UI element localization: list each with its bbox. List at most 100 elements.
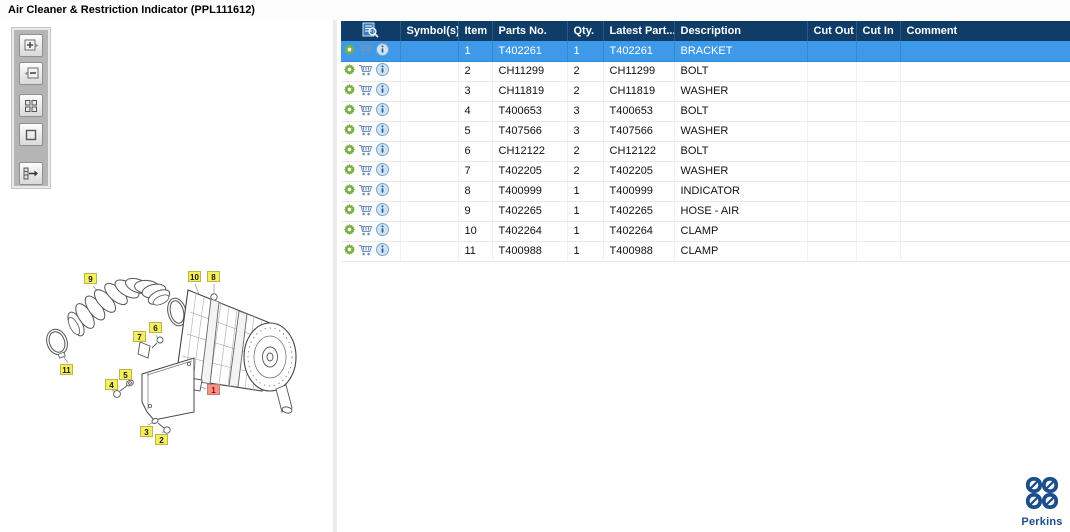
gear-icon[interactable] [344, 124, 355, 138]
info-icon[interactable] [376, 63, 389, 79]
cell-description: HOSE - AIR [674, 201, 808, 222]
info-icon[interactable] [376, 123, 389, 139]
cell-description: BOLT [674, 101, 808, 122]
actual-size-button[interactable] [19, 123, 43, 146]
column-header-find[interactable] [341, 21, 401, 41]
perkins-logo: Perkins [1018, 476, 1066, 528]
callout-7[interactable]: 7 [133, 331, 146, 342]
callout-2[interactable]: 2 [155, 434, 168, 445]
column-header-cut-in[interactable]: Cut In [856, 21, 901, 41]
gear-icon[interactable] [344, 244, 355, 258]
info-icon[interactable] [376, 143, 389, 159]
cart-icon[interactable] [358, 124, 373, 139]
info-icon[interactable] [376, 203, 389, 219]
pane-splitter[interactable] [333, 20, 337, 532]
gear-icon[interactable] [344, 204, 355, 218]
cell-qty: 2 [567, 61, 604, 82]
table-row[interactable]: 7 T402205 2 T402205 WASHER [341, 161, 1070, 182]
cell-cut_in [856, 101, 901, 122]
cell-description: BOLT [674, 61, 808, 82]
table-row[interactable]: 4 T400653 3 T400653 BOLT [341, 101, 1070, 122]
cart-icon[interactable] [358, 244, 373, 259]
zoom-in-button[interactable] [19, 34, 43, 57]
title-bar: Air Cleaner & Restriction Indicator (PPL… [0, 0, 1070, 20]
info-icon[interactable] [376, 243, 389, 259]
column-header-latest-part[interactable]: Latest Part... [603, 21, 675, 41]
info-icon[interactable] [376, 42, 389, 59]
perkins-wordmark: Perkins [1021, 516, 1063, 528]
cell-symbols [400, 221, 459, 242]
table-row[interactable]: 9 T402265 1 T402265 HOSE - AIR [341, 201, 1070, 222]
table-row[interactable]: 11 T400988 1 T400988 CLAMP [341, 241, 1070, 262]
cell-comment [900, 141, 1070, 162]
cart-icon[interactable] [358, 204, 373, 219]
cell-qty: 3 [567, 101, 604, 122]
column-header-item[interactable]: Item [458, 21, 493, 41]
gear-icon[interactable] [344, 84, 355, 98]
callout-9[interactable]: 9 [84, 273, 97, 284]
info-icon[interactable] [376, 103, 389, 119]
column-header-qty[interactable]: Qty. [567, 21, 604, 41]
diagram-toolbar [12, 28, 50, 188]
column-header-cut-out[interactable]: Cut Out [807, 21, 857, 41]
cart-icon[interactable] [358, 84, 373, 99]
cell-qty: 1 [567, 181, 604, 202]
callout-5[interactable]: 5 [119, 369, 132, 380]
cell-item: 1 [458, 41, 493, 62]
cell-item: 8 [458, 181, 493, 202]
cell-cut_in [856, 81, 901, 102]
gear-icon[interactable] [344, 43, 355, 58]
column-header-comment[interactable]: Comment [900, 21, 1070, 41]
info-icon[interactable] [376, 223, 389, 239]
callout-11[interactable]: 11 [60, 364, 73, 375]
callout-10[interactable]: 10 [188, 271, 201, 282]
cell-qty: 1 [567, 41, 604, 62]
cell-comment [900, 41, 1070, 62]
table-row[interactable]: 3 CH11819 2 CH11819 WASHER [341, 81, 1070, 102]
fit-view-button[interactable] [19, 94, 43, 117]
table-row[interactable]: 5 T407566 3 T407566 WASHER [341, 121, 1070, 142]
callout-6[interactable]: 6 [149, 322, 162, 333]
cart-icon[interactable] [358, 224, 373, 239]
column-header-description[interactable]: Description [674, 21, 808, 41]
cell-qty: 2 [567, 81, 604, 102]
find-parts-icon [362, 22, 379, 41]
square-icon [25, 129, 37, 140]
gear-icon[interactable] [344, 64, 355, 78]
zoom-out-button[interactable] [19, 62, 43, 85]
table-row[interactable]: 10 T402264 1 T402264 CLAMP [341, 221, 1070, 242]
cell-qty: 2 [567, 141, 604, 162]
cart-icon[interactable] [358, 164, 373, 179]
table-row[interactable]: 1 T402261 1 T402261 BRACKET [341, 41, 1070, 62]
gear-icon[interactable] [344, 224, 355, 238]
info-icon[interactable] [376, 83, 389, 99]
cart-icon[interactable] [358, 104, 373, 119]
cell-comment [900, 61, 1070, 82]
info-icon[interactable] [376, 163, 389, 179]
gear-icon[interactable] [344, 144, 355, 158]
cart-icon[interactable] [358, 144, 373, 159]
callout-8[interactable]: 8 [207, 271, 220, 282]
column-header-parts-no[interactable]: Parts No. [492, 21, 568, 41]
table-row[interactable]: 2 CH11299 2 CH11299 BOLT [341, 61, 1070, 82]
table-row[interactable]: 6 CH12122 2 CH12122 BOLT [341, 141, 1070, 162]
cart-icon[interactable] [358, 184, 373, 199]
toggle-panel-button[interactable] [19, 162, 43, 185]
cell-symbols [400, 41, 459, 62]
cell-parts_no: T400988 [492, 241, 568, 262]
callout-3[interactable]: 3 [140, 426, 153, 437]
table-row[interactable]: 8 T400999 1 T400999 INDICATOR [341, 181, 1070, 202]
grid-icon [25, 99, 37, 112]
cell-cut_out [807, 101, 857, 122]
gear-icon[interactable] [344, 104, 355, 118]
column-header-symbol-s[interactable]: Symbol(s) [400, 21, 459, 41]
gear-icon[interactable] [344, 164, 355, 178]
callout-1[interactable]: 1 [207, 384, 220, 395]
cart-icon[interactable] [358, 43, 373, 58]
cart-icon[interactable] [358, 64, 373, 79]
cell-description: BOLT [674, 141, 808, 162]
info-icon[interactable] [376, 183, 389, 199]
callout-4[interactable]: 4 [105, 379, 118, 390]
gear-icon[interactable] [344, 184, 355, 198]
cell-item: 7 [458, 161, 493, 182]
